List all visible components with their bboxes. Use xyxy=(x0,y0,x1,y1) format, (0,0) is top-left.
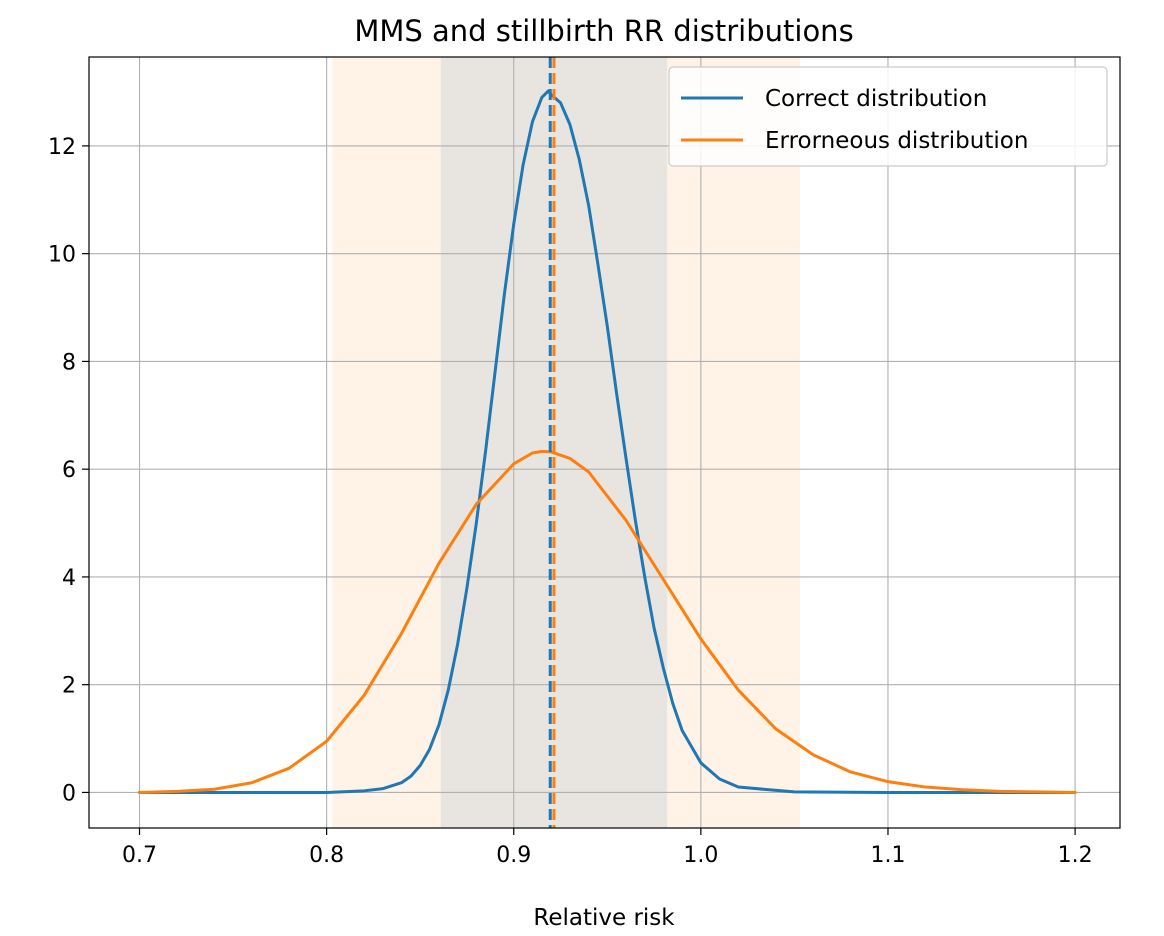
x-tick-label-2: 0.9 xyxy=(496,843,531,868)
x-tick-label-3: 1.0 xyxy=(683,843,718,868)
y-tick-label-2: 4 xyxy=(62,566,76,591)
y-tick-label-4: 8 xyxy=(62,350,76,375)
series-lines xyxy=(138,89,1077,794)
mean-lines xyxy=(548,57,556,828)
x-axis-ticks: 0.7 0.8 0.9 1.0 1.1 1.2 xyxy=(122,828,1093,868)
x-tick-label-5: 1.2 xyxy=(1058,843,1093,868)
series-line-0 xyxy=(138,89,1077,794)
y-tick-label-1: 2 xyxy=(62,674,76,699)
y-tick-label-6: 12 xyxy=(48,135,76,160)
x-tick-label-1: 0.8 xyxy=(309,843,344,868)
plot-frame xyxy=(88,56,1121,829)
chart-title: MMS and stillbirth RR distributions xyxy=(354,14,853,48)
legend: Correct distribution Errorneous distribut… xyxy=(668,66,1108,167)
legend-label-0: Correct distribution xyxy=(765,86,987,112)
shaded-regions xyxy=(332,57,801,828)
x-tick-label-4: 1.1 xyxy=(870,843,905,868)
x-axis-label: Relative risk xyxy=(533,905,675,931)
series-line-1 xyxy=(138,449,1077,794)
shaded-interval-0 xyxy=(332,57,801,828)
x-tick-label-0: 0.7 xyxy=(122,843,157,868)
legend-label-1: Errorneous distribution xyxy=(765,128,1028,154)
y-tick-label-3: 6 xyxy=(62,458,76,483)
y-axis-ticks: 0 2 4 6 8 10 12 xyxy=(48,135,89,806)
legend-box xyxy=(668,66,1108,167)
y-tick-label-0: 0 xyxy=(62,781,76,806)
y-tick-label-5: 10 xyxy=(48,243,76,268)
